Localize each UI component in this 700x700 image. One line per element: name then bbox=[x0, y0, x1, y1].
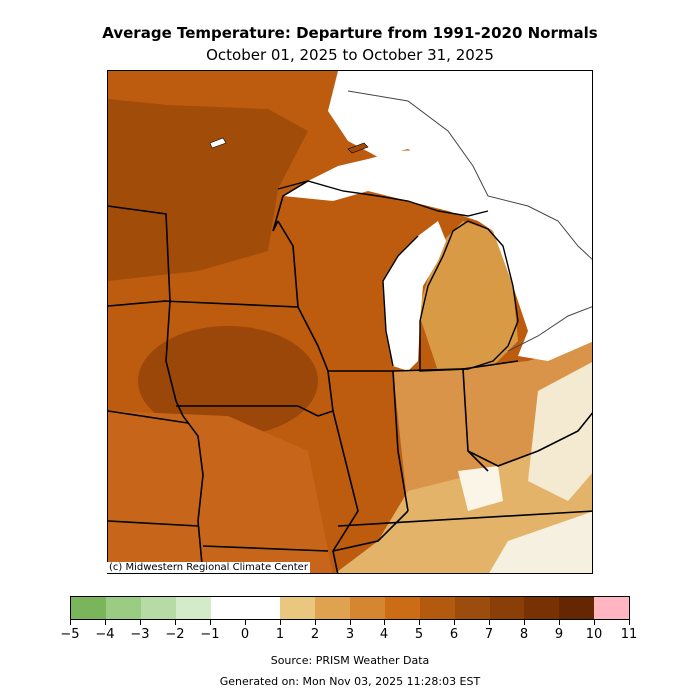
legend-swatch bbox=[419, 597, 455, 619]
legend-tick-label: −5 bbox=[60, 627, 80, 642]
legend-tick-mark bbox=[384, 620, 385, 625]
isle-royale bbox=[209, 137, 227, 149]
legend-ticks: −5 −4 −3 −2 −1 0 1 2 3 4 5 6 7 8 9 10 11 bbox=[60, 620, 637, 642]
legend-swatch bbox=[350, 597, 385, 619]
legend-tick-label: 8 bbox=[519, 627, 529, 642]
legend-tick-label: 5 bbox=[414, 627, 424, 642]
legend-tick-mark bbox=[140, 620, 141, 625]
region-neutral-south bbox=[489, 511, 592, 573]
legend-tick-mark bbox=[245, 620, 246, 625]
legend-tick-mark bbox=[175, 620, 176, 625]
map-panel bbox=[107, 70, 593, 574]
legend-tick-label: 11 bbox=[620, 627, 638, 642]
upper-peninsula-outline bbox=[277, 180, 489, 217]
legend-tick-label: −2 bbox=[165, 627, 185, 642]
legend-swatch bbox=[454, 597, 490, 619]
legend-tick-label: −4 bbox=[95, 627, 115, 642]
legend-swatch bbox=[384, 597, 420, 619]
region-iowa bbox=[138, 326, 318, 436]
legend-swatch bbox=[175, 597, 211, 619]
legend-tick-mark bbox=[280, 620, 281, 625]
region-michigan bbox=[418, 221, 518, 371]
legend-swatch bbox=[489, 597, 525, 619]
legend-tick-label: 0 bbox=[240, 627, 250, 642]
legend-tick-label: 6 bbox=[449, 627, 459, 642]
legend-tick-label: 7 bbox=[484, 627, 494, 642]
legend-tick-mark bbox=[70, 620, 71, 625]
region-southwest bbox=[108, 411, 333, 573]
legend-tick-label: 3 bbox=[345, 627, 355, 642]
lake-michigan-west-shore bbox=[382, 235, 419, 367]
legend-swatch bbox=[594, 597, 629, 619]
legend-tick-mark bbox=[594, 620, 595, 625]
map-subtitle: October 01, 2025 to October 31, 2025 bbox=[206, 46, 494, 64]
legend-tick-mark bbox=[419, 620, 420, 625]
legend-tick-label: 4 bbox=[379, 627, 389, 642]
legend-tick-mark bbox=[105, 620, 106, 625]
legend-tick-mark bbox=[524, 620, 525, 625]
legend-tick-mark bbox=[629, 620, 630, 625]
source-note: Source: PRISM Weather Data bbox=[270, 654, 430, 667]
legend-tick-mark bbox=[454, 620, 455, 625]
legend-swatch bbox=[71, 597, 106, 619]
legend-tick-mark bbox=[489, 620, 490, 625]
michigan-outline bbox=[419, 220, 519, 372]
legend-tick-mark bbox=[350, 620, 351, 625]
map-copyright: (c) Midwestern Regional Climate Center bbox=[107, 562, 310, 573]
legend-swatch bbox=[140, 597, 176, 619]
legend-swatch bbox=[524, 597, 560, 619]
state-boundaries bbox=[108, 180, 592, 573]
midwest-map bbox=[108, 71, 592, 573]
legend-colorbar bbox=[70, 596, 630, 620]
legend-tick-mark bbox=[315, 620, 316, 625]
canada-lakes-area bbox=[328, 71, 592, 361]
legend-swatch bbox=[559, 597, 595, 619]
legend-tick-mark bbox=[210, 620, 211, 625]
legend-tick-mark bbox=[559, 620, 560, 625]
legend-tick-label: 2 bbox=[310, 627, 320, 642]
region-neutral-ohio bbox=[528, 362, 592, 501]
generated-note: Generated on: Mon Nov 03, 2025 11:28:03 … bbox=[219, 675, 481, 688]
legend-swatch bbox=[280, 597, 316, 619]
legend-swatch bbox=[105, 597, 141, 619]
legend-tick-label: 10 bbox=[585, 627, 603, 642]
canada-coastline bbox=[347, 90, 592, 260]
legend-tick-label: 1 bbox=[275, 627, 285, 642]
legend-tick-label: −1 bbox=[200, 627, 220, 642]
legend-tick-label: 9 bbox=[554, 627, 564, 642]
legend-swatch bbox=[315, 597, 350, 619]
upper-island bbox=[347, 142, 369, 154]
lake-michigan bbox=[383, 221, 446, 371]
region-northwest bbox=[108, 99, 308, 281]
map-title: Average Temperature: Departure from 1991… bbox=[102, 24, 598, 42]
region-neutral-patch bbox=[458, 466, 503, 511]
legend-tick-label: −3 bbox=[130, 627, 150, 642]
lake-erie-shore bbox=[507, 306, 592, 352]
legend-swatch bbox=[210, 597, 246, 619]
legend-swatch bbox=[245, 597, 281, 619]
